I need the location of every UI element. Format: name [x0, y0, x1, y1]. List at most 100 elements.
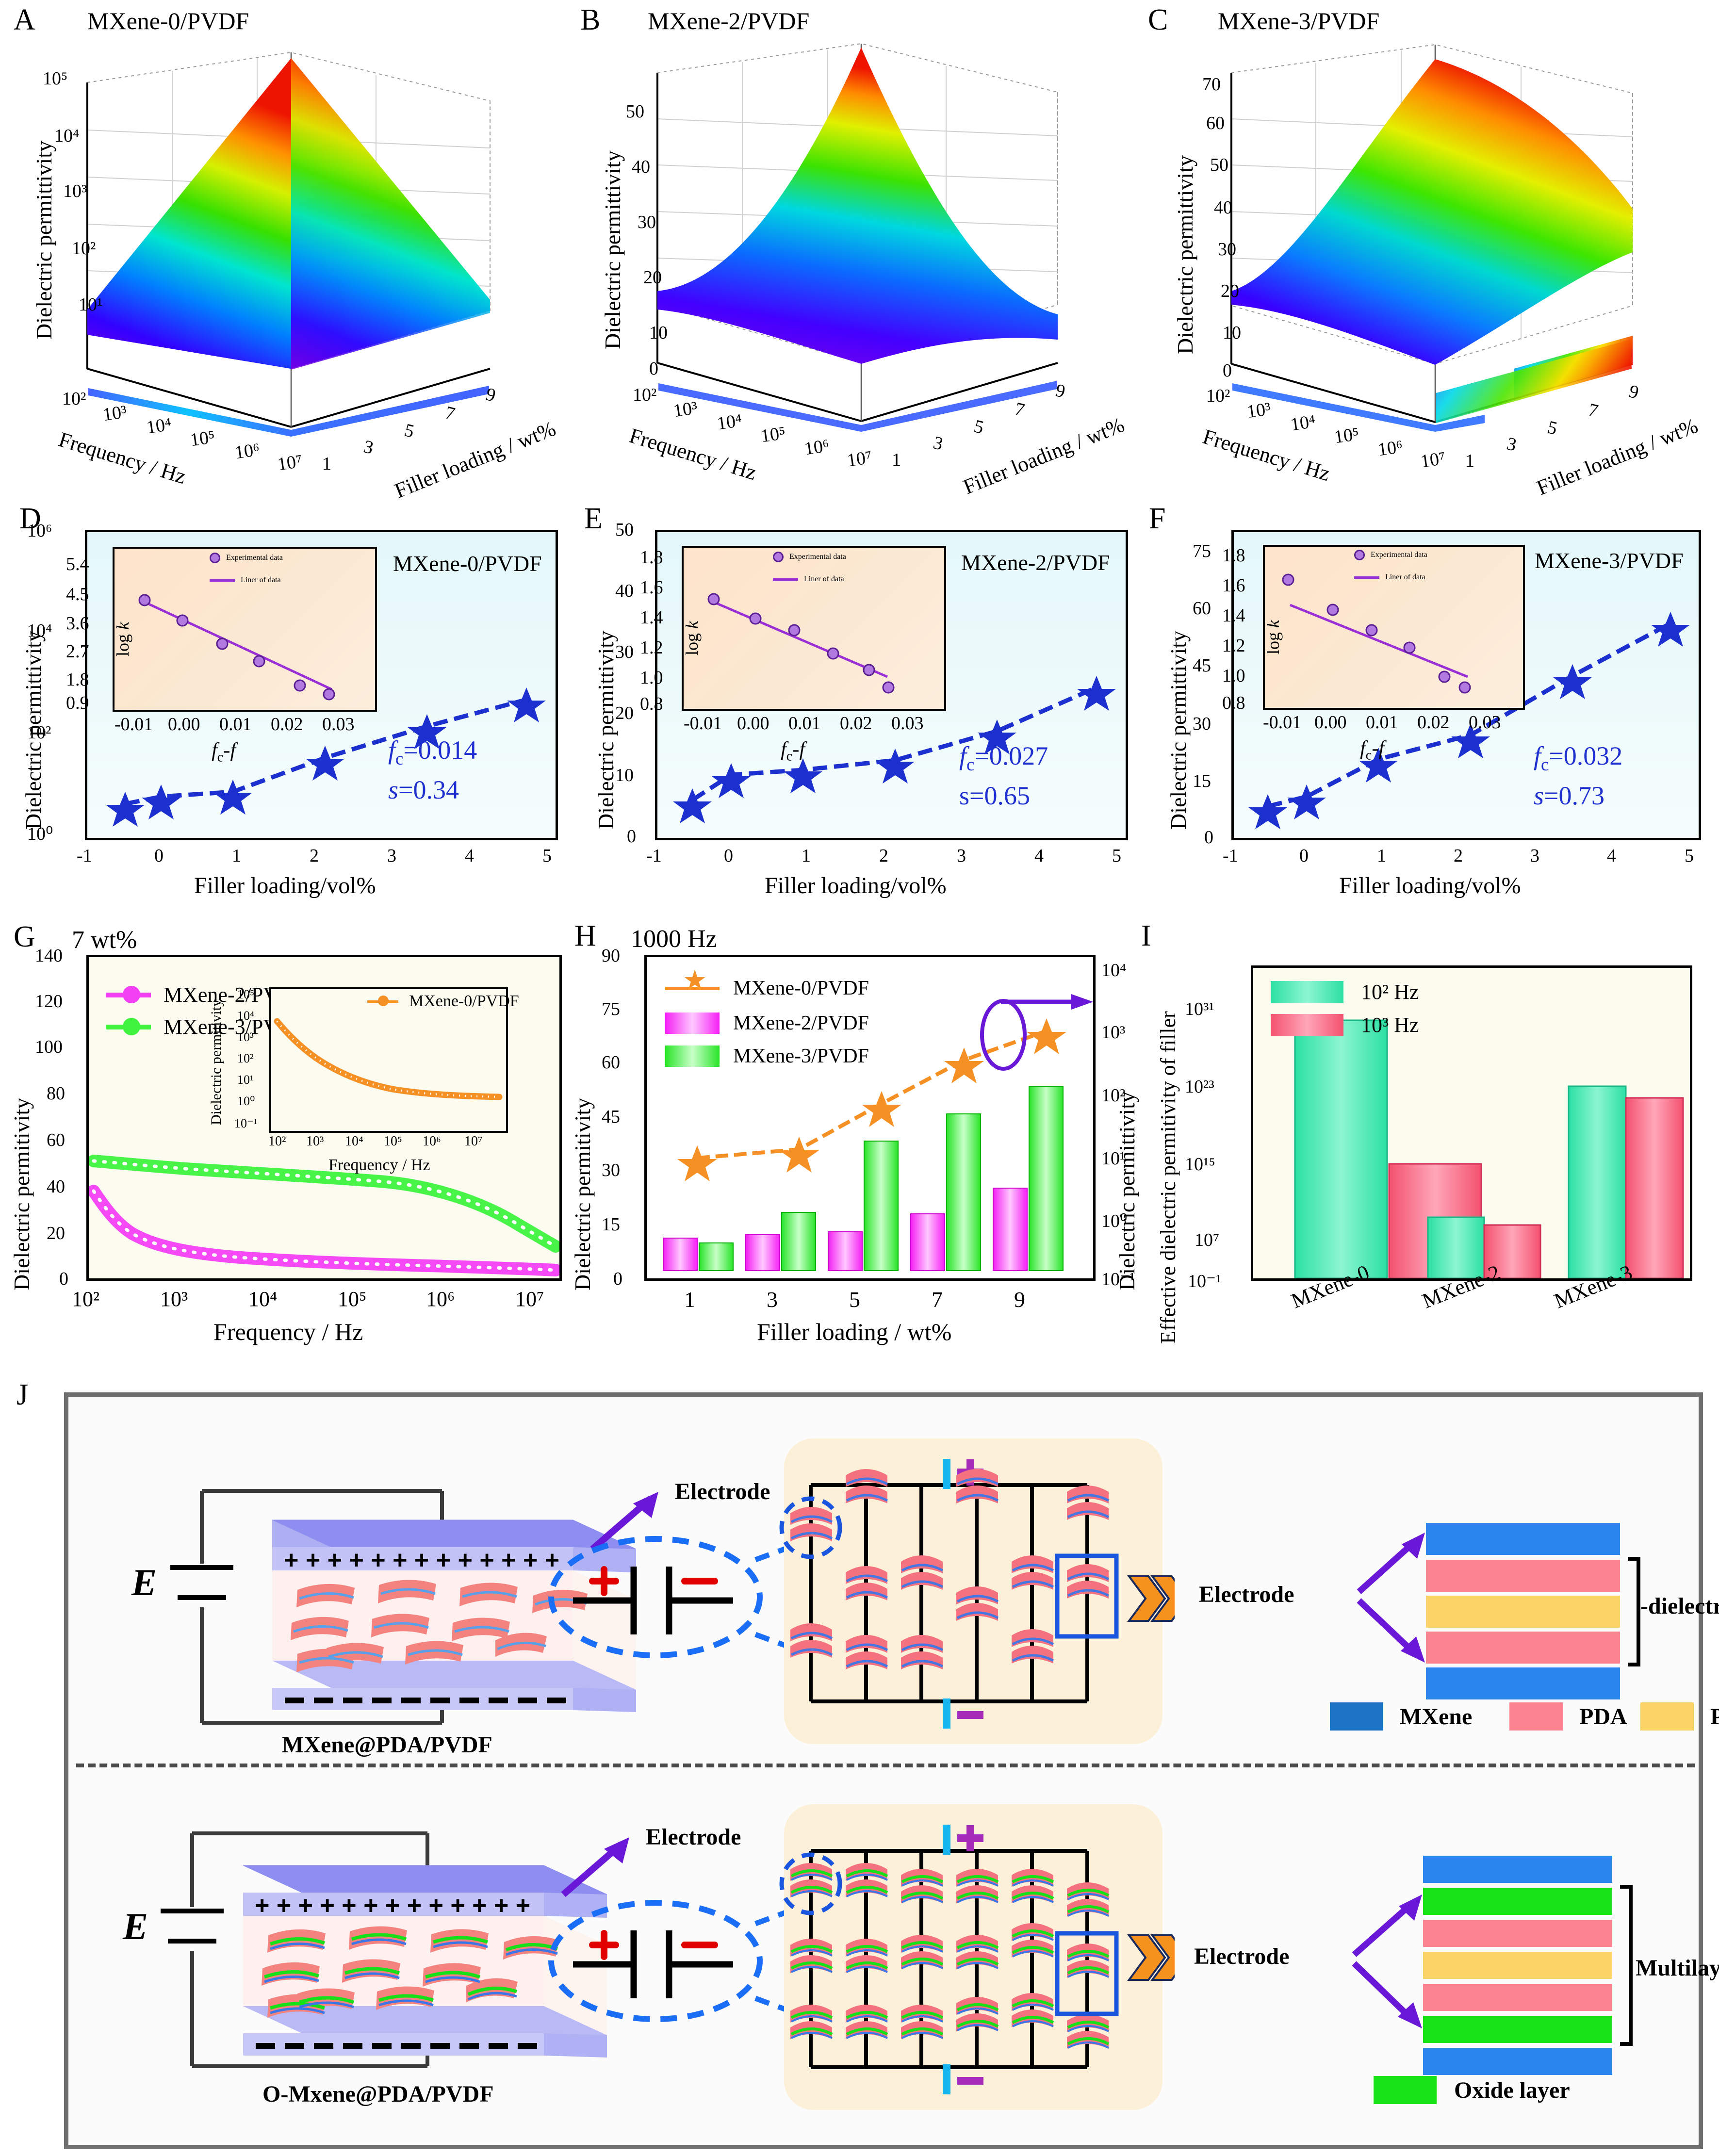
panel-b-ytick: 1 — [892, 450, 901, 470]
panel-f-inset-ytick: 1.0 — [1222, 666, 1245, 686]
panel-d-inset-xtick: 0.01 — [219, 714, 252, 735]
panel-h-ytick-right: 10³ — [1101, 1022, 1126, 1043]
panel-d-inset-xtick: 0.02 — [271, 714, 303, 735]
panel-d-inset-xaxis-label: fc-f — [212, 739, 236, 765]
electrode-arrow-bottom — [561, 1837, 629, 1897]
panel-f-inset-ytick: 0.8 — [1222, 693, 1245, 713]
panel-g-inset-ytick: 10⁻¹ — [234, 1116, 258, 1130]
panel-f-ytick: 15 — [1193, 771, 1211, 791]
panel-f-xtick: -1 — [1223, 846, 1238, 866]
panel-d-inset-series — [138, 594, 335, 701]
panel-h-xtick: 1 — [684, 1287, 695, 1312]
panel-d-annotation-fc: fc=0.014 — [388, 735, 477, 768]
panel-j-bottom-field-label: E — [122, 1905, 148, 1947]
panel-e-xtick: 3 — [957, 846, 966, 866]
panel-c-ztick: 40 — [1214, 197, 1232, 218]
panel-f-inset-xtick: 0.00 — [1314, 712, 1347, 733]
panel-j-bottom-bracket-label: Multilayer dielectric — [1636, 1955, 1719, 1981]
panel-e-annotation-s: s=0.65 — [959, 781, 1030, 810]
legend-label: Experimental data — [226, 554, 283, 562]
panel-h-ytick-left: 30 — [602, 1160, 620, 1180]
panel-j-bottom-electrode-label: Electrode — [646, 1824, 741, 1850]
panel-g-yaxis-label: Dielectric permitivity — [9, 1097, 34, 1290]
panel-j-top-electrode-label: Electrode — [675, 1479, 770, 1504]
panel-c-xtick: 10⁶ — [1376, 436, 1404, 460]
panel-g-xtick: 10³ — [160, 1287, 188, 1311]
panel-f-ytick: 45 — [1193, 655, 1211, 676]
panel-f-xtick: 3 — [1530, 846, 1539, 866]
panel-i-legend-103hz: 10³ Hz — [1271, 1013, 1419, 1037]
panel-c-xtick: 10³ — [1245, 398, 1273, 423]
panel-a-ztick: 10⁴ — [54, 126, 80, 146]
panel-i-ytick: 10²³ — [1185, 1077, 1214, 1097]
panel-h-xtick: 7 — [932, 1287, 943, 1312]
panel-e-xtick: 4 — [1034, 846, 1044, 866]
panel-g-ytick: 80 — [47, 1083, 65, 1104]
panel-b-ztick: 0 — [649, 359, 658, 379]
panel-h-bars-and-line — [663, 994, 1093, 1271]
panel-f-xtick: 1 — [1377, 846, 1386, 866]
panel-f-inset-ytick: 1.2 — [1222, 636, 1245, 656]
panel-g-inset-ytick: 10⁰ — [237, 1094, 255, 1108]
panel-g-xtick: 10⁶ — [426, 1287, 455, 1311]
panel-b-xtick: 10⁶ — [803, 435, 831, 459]
panel-c-ztick: 10 — [1223, 323, 1241, 343]
panel-d-ytick: 10⁴ — [27, 621, 52, 641]
panel-g-series — [89, 1155, 559, 1276]
panel-d-ytick: 10² — [27, 722, 51, 743]
panel-b-xtick: 10² — [633, 385, 657, 405]
panel-d-inset-ytick: 3.6 — [66, 613, 89, 634]
panel-e-inset: Experimental data Liner of data 1.8 1.6 … — [640, 546, 946, 764]
panel-f-plot-area: Experimental data Liner of data 1.8 1.6 … — [1222, 530, 1701, 840]
panel-f-inset-xtick: 0.01 — [1366, 712, 1398, 733]
panel-e-series-label: MXene-2/PVDF — [961, 550, 1110, 575]
panel-f-annotation-fc: fc=0.032 — [1534, 741, 1623, 774]
panel-f-inset-series — [1282, 573, 1471, 694]
legend-label: 10² Hz — [1361, 980, 1419, 1004]
panel-d-inset-ytick: 0.9 — [66, 693, 89, 713]
panel-b-letter: B — [580, 3, 601, 36]
legend-swatch-102hz — [1271, 980, 1343, 1003]
panel-a-xtick: 10⁵ — [189, 426, 216, 451]
legend-swatch-pvdf — [1640, 1702, 1694, 1731]
panel-f-ytick: 30 — [1193, 714, 1211, 734]
panel-e-inset-series — [707, 593, 895, 694]
panel-e-letter: E — [584, 502, 603, 535]
panel-j-legend-mxene: MXene — [1330, 1702, 1472, 1731]
highlight-rect-bottom — [1055, 1931, 1119, 2016]
panel-a-ytick: 1 — [322, 454, 331, 474]
panel-g-inset-yaxis-label: Dielectric permitivity — [208, 999, 224, 1125]
legend-swatch-mxene — [1330, 1702, 1383, 1731]
panel-j-divider — [76, 1764, 1695, 1767]
panel-h-xaxis-label: Filler loading / wt% — [757, 1318, 952, 1345]
panel-g-ytick: 120 — [35, 991, 63, 1012]
panel-i-ytick: 10³¹ — [1185, 999, 1214, 1019]
panel-d-inset-xtick: 0.00 — [168, 714, 200, 735]
panel-g-xtick: 10⁵ — [338, 1287, 367, 1311]
panel-e-ytick: 10 — [615, 765, 634, 785]
layer-oxide-lower — [1423, 2016, 1612, 2043]
panel-h-ytick-left: 90 — [602, 946, 620, 966]
panel-h-legend-mxene0: ★ MXene-0/PVDF — [665, 967, 869, 1000]
panel-i-yaxis-label: Effective dielectric permitivity of fill… — [1156, 1011, 1180, 1344]
legend-marker-mxene0 — [367, 995, 398, 1006]
panel-f-inset-xtick: -0.01 — [1263, 712, 1302, 733]
panel-d-annotation-s: s=0.34 — [388, 775, 459, 804]
panel-c-xtick: 10⁴ — [1289, 411, 1317, 435]
panel-d-xtick: 3 — [387, 846, 396, 866]
panel-a-letter: A — [14, 3, 35, 36]
panel-j: J E — [0, 1373, 1719, 2156]
panel-g-inset-xtick: 10⁴ — [345, 1134, 363, 1149]
panel-e-ytick: 30 — [615, 642, 634, 662]
panel-g-inset-series — [274, 1018, 503, 1100]
panel-d-inset: Experimental data Liner of data 5.4 4.5 … — [66, 547, 377, 765]
legend-marker-line — [210, 579, 235, 582]
panel-i-ytick: 10¹⁵ — [1185, 1154, 1215, 1175]
svg-text:+ + + + + + + + + + + + +: + + + + + + + + + + + + + — [255, 1892, 530, 1920]
legend-label: PVDF — [1710, 1703, 1719, 1730]
panel-f-series-label: MXene-3/PVDF — [1535, 548, 1684, 573]
legend-swatch-mxene2 — [665, 1013, 720, 1034]
legend-label: PDA — [1579, 1703, 1627, 1730]
panel-j-top-bracket-label: -dielectric — [1640, 1593, 1719, 1619]
